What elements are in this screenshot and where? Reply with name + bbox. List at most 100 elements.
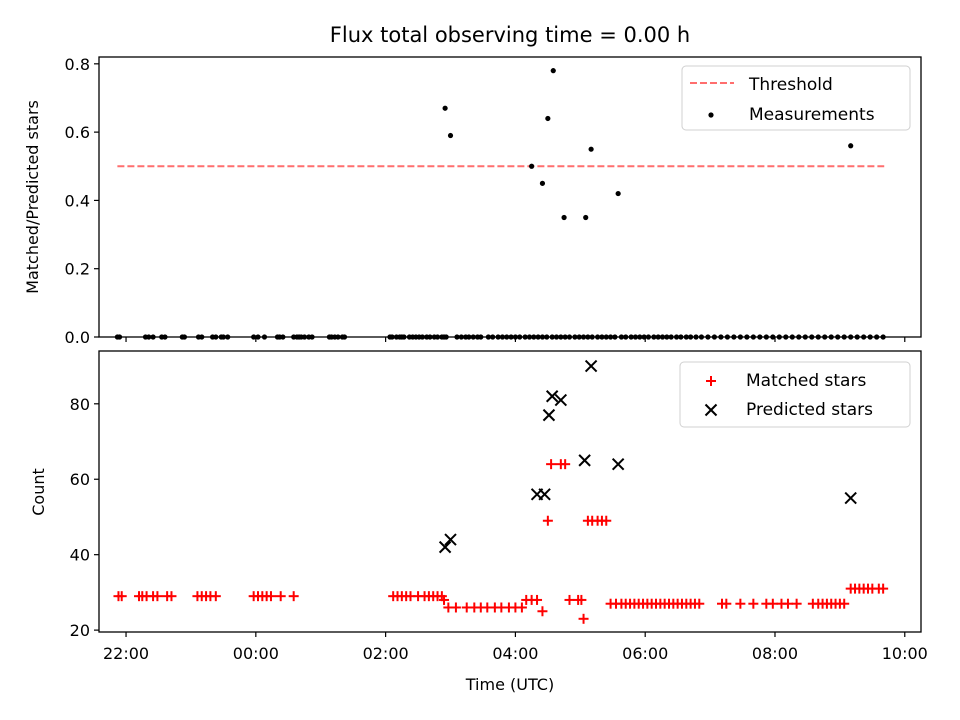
measurement-point: [718, 334, 724, 340]
measurement-point: [628, 334, 634, 340]
measurement-point: [796, 334, 802, 340]
measurement-point: [580, 334, 587, 340]
predicted-star-point: [584, 359, 598, 373]
y-tick-label: 0.4: [65, 191, 90, 210]
predicted-star-point: [444, 533, 457, 546]
legend-matched-label: Matched stars: [746, 371, 866, 391]
measurement-point: [544, 334, 550, 340]
measurement-point: [181, 334, 188, 340]
measurement-point: [280, 334, 286, 340]
measurement-point: [146, 334, 152, 340]
measurement-point: [434, 334, 441, 340]
measurement-point: [737, 334, 743, 340]
measurement-point: [116, 334, 123, 340]
measurement-point: [561, 214, 567, 221]
measurement-point: [566, 334, 573, 340]
measurement-point: [466, 334, 472, 340]
x-tick-label: 00:00: [233, 644, 279, 663]
x-tick-label: 06:00: [622, 644, 668, 663]
measurement-point: [763, 334, 769, 340]
measurement-point: [539, 334, 546, 340]
matched-star-point: [439, 594, 450, 605]
measurement-point: [309, 334, 315, 340]
matched-star-point: [721, 598, 732, 609]
measurement-point: [199, 334, 205, 340]
measurement-point: [529, 163, 535, 169]
measurement-point: [447, 132, 454, 139]
y-tick-label: 0.2: [65, 260, 90, 279]
measurement-point: [693, 334, 699, 340]
measurement-point: [576, 334, 582, 340]
measurement-point: [526, 334, 533, 340]
measurement-point: [255, 334, 261, 340]
matched-star-point: [516, 602, 527, 613]
measurement-point: [711, 334, 718, 340]
measurement-point: [607, 334, 614, 340]
matched-star-point: [546, 459, 557, 470]
matched-star-point: [839, 598, 850, 609]
matched-star-point: [288, 591, 299, 602]
measurement-point: [599, 334, 605, 340]
measurement-point: [162, 334, 168, 340]
measurement-point: [512, 334, 519, 340]
x-axis-label: Time (UTC): [465, 675, 554, 694]
measurement-point: [659, 334, 666, 340]
measurement-point: [150, 334, 156, 340]
measurement-point: [553, 334, 560, 340]
measurement-point: [251, 334, 257, 340]
matched-star-point: [275, 591, 286, 602]
bottom-legend: Matched stars Predicted stars: [679, 361, 911, 428]
measurement-point: [744, 334, 750, 340]
measurement-point: [549, 334, 555, 340]
measurement-point: [401, 334, 407, 340]
predicted-star-point: [844, 491, 857, 505]
y-tick-label: 0.6: [65, 123, 90, 142]
measurement-point: [688, 334, 694, 340]
matched-star-point: [576, 594, 587, 605]
chart-title: Flux total observing time = 0.00 h: [330, 23, 690, 47]
measurement-point: [478, 334, 484, 340]
measurement-point: [531, 334, 537, 340]
top-legend: Threshold Measurements: [681, 65, 911, 131]
measurement-point: [880, 334, 886, 340]
predicted-star-point: [578, 454, 591, 467]
measurement-point: [499, 334, 506, 340]
matched-star-point: [782, 598, 793, 609]
predicted-star-point: [554, 393, 568, 407]
measurement-point: [454, 334, 460, 340]
measurement-point: [848, 334, 854, 340]
measurement-point: [637, 334, 643, 340]
measurement-point: [335, 334, 341, 340]
measurement-point: [583, 214, 589, 221]
measurement-point: [848, 143, 854, 149]
measurement-point: [539, 180, 546, 186]
legend-predicted-label: Predicted stars: [746, 400, 873, 420]
measurement-point: [550, 68, 556, 74]
measurement-point: [588, 146, 594, 152]
measurement-point: [301, 334, 308, 340]
predicted-star-point: [611, 457, 625, 471]
matched-star-point: [265, 591, 276, 602]
top-y-axis-label: Matched/Predicted stars: [23, 100, 42, 294]
matched-star-point: [706, 376, 716, 386]
y-tick-label: 20: [70, 621, 90, 640]
measurement-point: [458, 334, 464, 340]
measurement-point: [495, 334, 501, 340]
matched-star-point: [748, 598, 759, 609]
top-panel: 0.0 0.2 0.4 0.6 0.8 Threshold Measurements: [65, 55, 922, 347]
measurement-point: [615, 190, 621, 197]
measurement-point: [678, 334, 684, 340]
measurement-point: [341, 334, 348, 340]
x-tick-label: 10:00: [882, 644, 928, 663]
measurement-point: [389, 334, 395, 340]
measurement-point: [731, 334, 737, 340]
measurement-point: [490, 334, 496, 340]
measurement-point: [427, 334, 433, 340]
measurement-point: [220, 334, 226, 340]
measurement-point: [822, 334, 828, 340]
measurement-point: [612, 334, 618, 340]
matched-star-point: [694, 598, 705, 609]
measurement-point: [705, 334, 711, 340]
measurement-point: [603, 334, 609, 340]
